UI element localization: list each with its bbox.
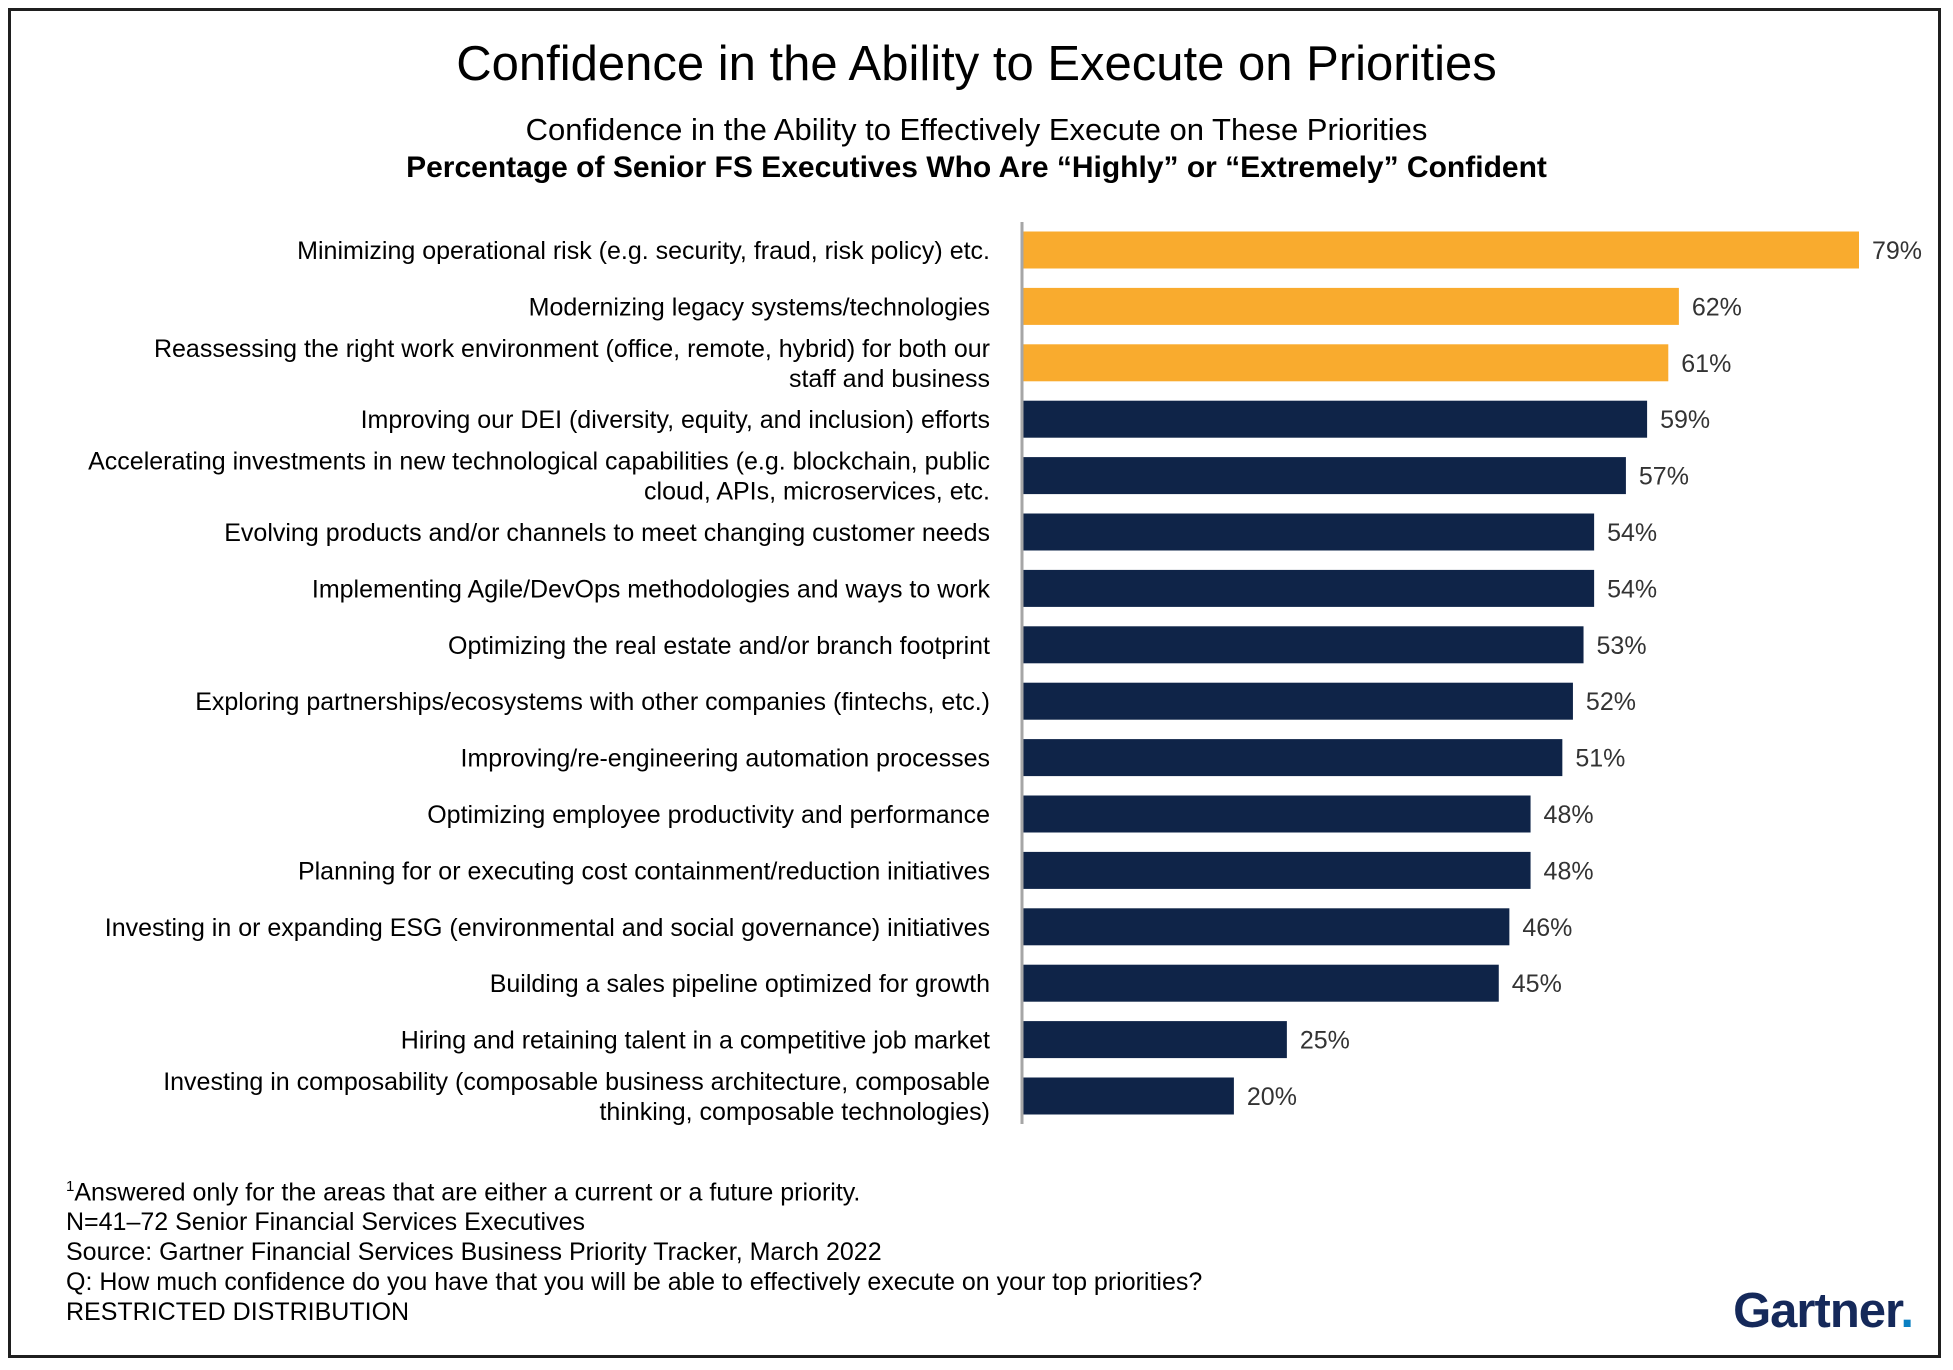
footnote-question: Q: How much confidence do you have that … <box>66 1268 1203 1297</box>
footnote-qualifier-text: Answered only for the areas that are eit… <box>74 1178 861 1207</box>
chart-subtitle-bold: Percentage of Senior FS Executives Who A… <box>406 151 1547 184</box>
bar-8 <box>1022 626 1584 664</box>
bar-10 <box>1022 739 1563 777</box>
bar-7 <box>1022 569 1595 607</box>
category-label-15: Hiring and retaining talent in a competi… <box>401 1027 990 1055</box>
category-label-8: Optimizing the real estate and/or branch… <box>448 632 990 660</box>
bar-1 <box>1022 231 1859 269</box>
category-label-1: Minimizing operational risk (e.g. securi… <box>297 237 990 265</box>
footnote-qualifier: 1Answered only for the areas that are ei… <box>66 1172 1202 1207</box>
data-label-14: 45% <box>1512 970 1562 998</box>
gartner-logo-mark: . <box>1900 1284 1914 1338</box>
bar-11 <box>1022 795 1531 833</box>
chart-subtitle: Confidence in the Ability to Effectively… <box>525 112 1428 147</box>
bar-5 <box>1022 457 1626 495</box>
footnote-sample-size: N=41–72 Senior Financial Services Execut… <box>66 1208 586 1237</box>
data-label-5: 57% <box>1639 463 1689 491</box>
data-label-15: 25% <box>1300 1027 1350 1055</box>
data-label-4: 59% <box>1660 406 1710 434</box>
data-label-7: 54% <box>1607 575 1657 603</box>
data-label-16: 20% <box>1247 1083 1297 1111</box>
data-label-2: 62% <box>1692 293 1742 321</box>
category-label-5-line-2: cloud, APIs, microservices, etc. <box>644 478 990 506</box>
category-label-13: Investing in or expanding ESG (environme… <box>105 914 990 942</box>
category-label-10: Improving/re-engineering automation proc… <box>461 745 990 773</box>
category-label-3-line-2: staff and business <box>789 365 990 393</box>
data-label-1: 79% <box>1872 237 1922 265</box>
category-label-2: Modernizing legacy systems/technologies <box>529 293 990 321</box>
data-label-9: 52% <box>1586 688 1636 716</box>
gartner-logo: Gartner. <box>1733 1283 1914 1339</box>
data-label-8: 53% <box>1597 632 1647 660</box>
bar-6 <box>1022 513 1595 551</box>
gartner-logo-text: Gartner <box>1733 1284 1901 1338</box>
bar-9 <box>1022 682 1573 720</box>
data-label-12: 48% <box>1544 857 1594 885</box>
bar-16 <box>1022 1077 1234 1115</box>
category-label-3-line-1: Reassessing the right work environment (… <box>154 335 990 363</box>
data-label-13: 46% <box>1522 914 1572 942</box>
category-label-16-line-1: Investing in composability (composable b… <box>163 1068 990 1096</box>
chart-frame <box>8 8 1941 1358</box>
bar-2 <box>1022 287 1679 325</box>
category-label-6: Evolving products and/or channels to mee… <box>224 519 990 547</box>
bar-12 <box>1022 851 1531 889</box>
bar-4 <box>1022 400 1648 438</box>
category-label-9: Exploring partnerships/ecosystems with o… <box>195 688 990 716</box>
bar-13 <box>1022 908 1510 946</box>
footnote-source: Source: Gartner Financial Services Busin… <box>66 1238 882 1267</box>
bar-3 <box>1022 344 1669 382</box>
category-label-12: Planning for or executing cost containme… <box>298 857 990 885</box>
bar-15 <box>1022 1021 1287 1059</box>
category-label-14: Building a sales pipeline optimized for … <box>490 970 990 998</box>
category-label-7: Implementing Agile/DevOps methodologies … <box>312 575 991 603</box>
data-label-11: 48% <box>1544 801 1594 829</box>
category-label-4: Improving our DEI (diversity, equity, an… <box>361 406 990 434</box>
bar-chart: 79% Minimizing operational risk (e.g. sec… <box>88 222 1922 1126</box>
data-label-10: 51% <box>1575 745 1625 773</box>
chart-title: Confidence in the Ability to Execute on … <box>456 37 1497 91</box>
footnotes: 1Answered only for the areas that are ei… <box>66 1172 1202 1327</box>
category-label-16-line-2: thinking, composable technologies) <box>599 1098 990 1126</box>
data-label-3: 61% <box>1681 350 1731 378</box>
footnote-superscript: 1 <box>66 1178 75 1195</box>
footnote-distribution: RESTRICTED DISTRIBUTION <box>66 1298 410 1327</box>
bar-14 <box>1022 964 1499 1002</box>
category-label-11: Optimizing employee productivity and per… <box>427 801 990 829</box>
data-label-6: 54% <box>1607 519 1657 547</box>
category-label-5-line-1: Accelerating investments in new technolo… <box>88 448 990 476</box>
